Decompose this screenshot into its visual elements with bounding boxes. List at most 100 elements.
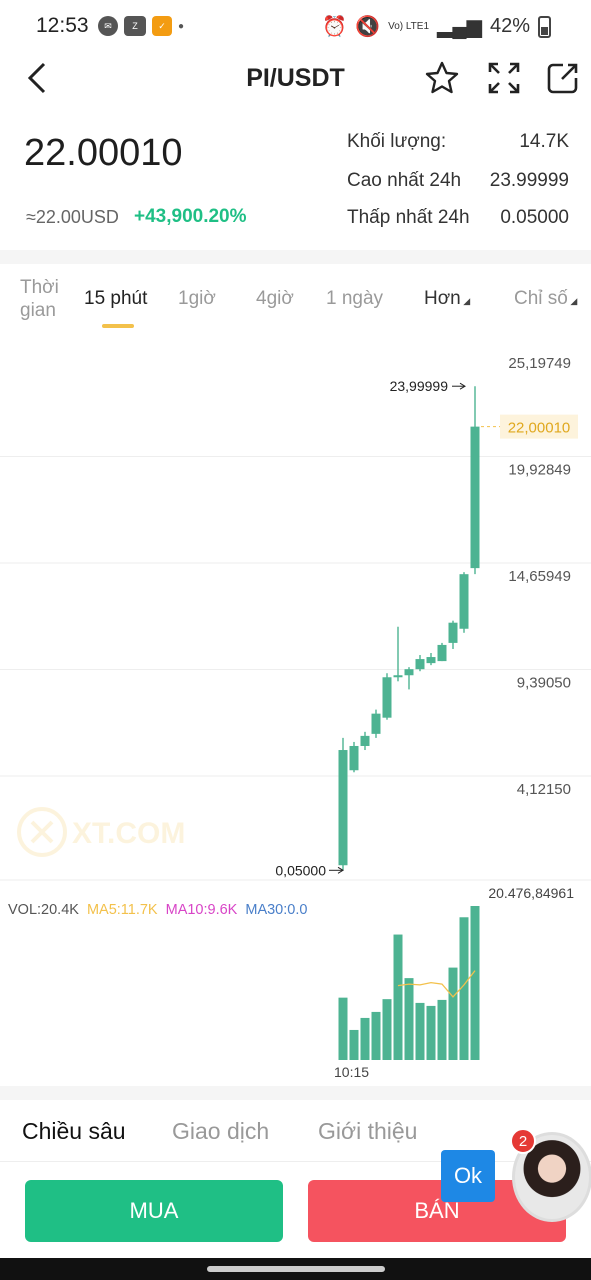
zalo-icon: Z — [124, 16, 146, 36]
last-price: 22.00010 — [24, 132, 183, 174]
vol-legend-ma30: MA30:0.0 — [245, 902, 308, 918]
volume-bar — [349, 1029, 359, 1060]
battery-icon — [538, 15, 551, 38]
battery-label: 42% — [489, 15, 530, 37]
volume-bar — [382, 999, 392, 1060]
candle-body — [349, 745, 359, 771]
vol-legend-ma5: MA5:11.7K — [86, 902, 158, 918]
high-marker-label: 23,99999 — [390, 378, 449, 394]
tab-15m[interactable]: 15 phút — [84, 288, 148, 309]
low-24h-label: Thấp nhất 24h — [347, 207, 470, 228]
volume-bar — [437, 999, 447, 1060]
high-marker-arrowhead — [459, 382, 466, 390]
high-24h-value: 23.99999 — [489, 170, 569, 191]
candle-body — [437, 644, 447, 662]
volume-bar — [459, 917, 469, 1060]
dropdown-triangle-icon: ◢ — [567, 296, 578, 306]
notification-icons: ✉ Z ✓ ● — [98, 16, 184, 36]
share-icon[interactable] — [545, 60, 581, 96]
tab-trades[interactable]: Giao dịch — [172, 1118, 270, 1144]
candle-body — [448, 622, 458, 643]
volume-bar — [371, 1011, 381, 1060]
tab-depth[interactable]: Chiều sâu — [22, 1118, 126, 1144]
y-tick-label: 4,12150 — [517, 781, 571, 798]
y-tick-label: 14,65949 — [508, 568, 571, 585]
app-header: PI/USDT — [0, 52, 591, 104]
ma5-line — [397, 970, 476, 998]
shopee-icon: ✓ — [152, 16, 172, 36]
page-title: PI/USDT — [246, 64, 345, 92]
candle-body — [470, 426, 480, 569]
last-price-tag: 22,00010 — [508, 420, 571, 437]
volume-bar — [470, 906, 480, 1060]
usd-price: ≈22.00USD — [26, 207, 119, 227]
buy-button[interactable]: MUA — [25, 1180, 283, 1242]
change-percent: +43,900.20% — [134, 206, 247, 227]
tab-more-label: Hơn — [424, 288, 461, 309]
status-bar: 12:53 ✉ Z ✓ ● ⏰ 🔇 Vo) LTE1 ▂▄▆ 42% — [0, 0, 591, 52]
volume-legend: VOL:20.4K MA5:11.7K MA10:9.6K MA30:0.0 — [8, 902, 307, 918]
status-time: 12:53 — [36, 14, 89, 37]
vol-legend-vol: VOL:20.4K — [8, 902, 79, 918]
tab-indicators-label: Chỉ số — [514, 288, 568, 309]
candle-body — [393, 675, 403, 678]
back-arrow-icon[interactable] — [22, 58, 54, 98]
info-tabs: Chiều sâu Giao dịch Giới thiệu — [0, 1100, 591, 1162]
alarm-icon: ⏰ — [322, 16, 348, 38]
chat-unread-badge: 2 — [510, 1128, 536, 1154]
tab-4h[interactable]: 4giờ — [256, 288, 294, 309]
tab-time-line1: Thời — [20, 277, 59, 298]
x-axis-time-label: 10:15 — [334, 1064, 370, 1080]
volume-chart: 20.476,84961 — [338, 885, 574, 1060]
star-icon[interactable] — [424, 60, 460, 96]
candle-body — [404, 669, 414, 676]
volume-bar — [448, 967, 458, 1060]
active-tab-indicator — [102, 324, 134, 328]
volume-label: Khối lượng: — [347, 131, 447, 152]
low-marker-label: 0,05000 — [275, 862, 326, 878]
system-nav-bar — [0, 1258, 591, 1280]
y-tick-label: 9,39050 — [517, 674, 571, 691]
chat-ok-button[interactable]: Ok — [441, 1150, 495, 1202]
candlestick-chart[interactable]: XT.COM 25,19749 19,92849 14,65949 9,39050 4,… — [0, 340, 591, 885]
volume-bar — [426, 1005, 436, 1060]
volume-bar — [415, 1002, 425, 1060]
tab-time-line2: gian — [20, 300, 56, 321]
candle-body — [360, 735, 370, 746]
tab-1d[interactable]: 1 ngày — [326, 288, 384, 309]
candle-body — [382, 677, 392, 718]
last-price-tag-bg — [500, 414, 578, 439]
volume-bar — [404, 978, 414, 1060]
tab-more[interactable]: Hơn ◢ — [424, 288, 470, 310]
candle-body — [426, 657, 436, 664]
volume-bar — [360, 1017, 370, 1060]
vol-legend-ma10: MA10:9.6K — [165, 902, 238, 918]
tab-indicators[interactable]: Chỉ số ◢ — [514, 288, 577, 310]
candle-body — [415, 659, 425, 670]
y-tick-label: 25,19749 — [508, 355, 571, 372]
volume-value: 14.7K — [519, 131, 569, 152]
y-tick-label: 19,92849 — [508, 462, 571, 479]
mute-icon: 🔇 — [355, 16, 381, 38]
tab-time[interactable]: Thời gian — [20, 276, 59, 322]
section-divider — [0, 1086, 591, 1100]
status-right: ⏰ 🔇 Vo) LTE1 ▂▄▆ 42% — [322, 14, 551, 39]
messenger-icon: ✉ — [98, 16, 118, 36]
watermark-text: XT.COM — [72, 817, 185, 850]
candle-body — [371, 713, 381, 734]
home-gesture-pill[interactable] — [207, 1266, 385, 1272]
more-notifications-dot: ● — [178, 20, 185, 32]
watermark-logo: XT.COM — [17, 807, 185, 857]
volume-bar — [393, 934, 403, 1060]
tab-intro[interactable]: Giới thiệu — [318, 1118, 418, 1144]
volume-max-label: 20.476,84961 — [488, 885, 574, 901]
low-24h-value: 0.05000 — [500, 207, 569, 228]
candle-body — [338, 750, 348, 866]
signal-icon: ▂▄▆ — [437, 16, 482, 38]
candle-body — [459, 574, 469, 629]
interval-tabs: Thời gian 15 phút 1giờ 4giờ 1 ngày Hơn ◢… — [0, 264, 591, 336]
tab-1h[interactable]: 1giờ — [178, 288, 216, 309]
low-marker-arrowhead — [337, 866, 344, 874]
section-divider — [0, 250, 591, 264]
fullscreen-icon[interactable] — [486, 60, 522, 96]
